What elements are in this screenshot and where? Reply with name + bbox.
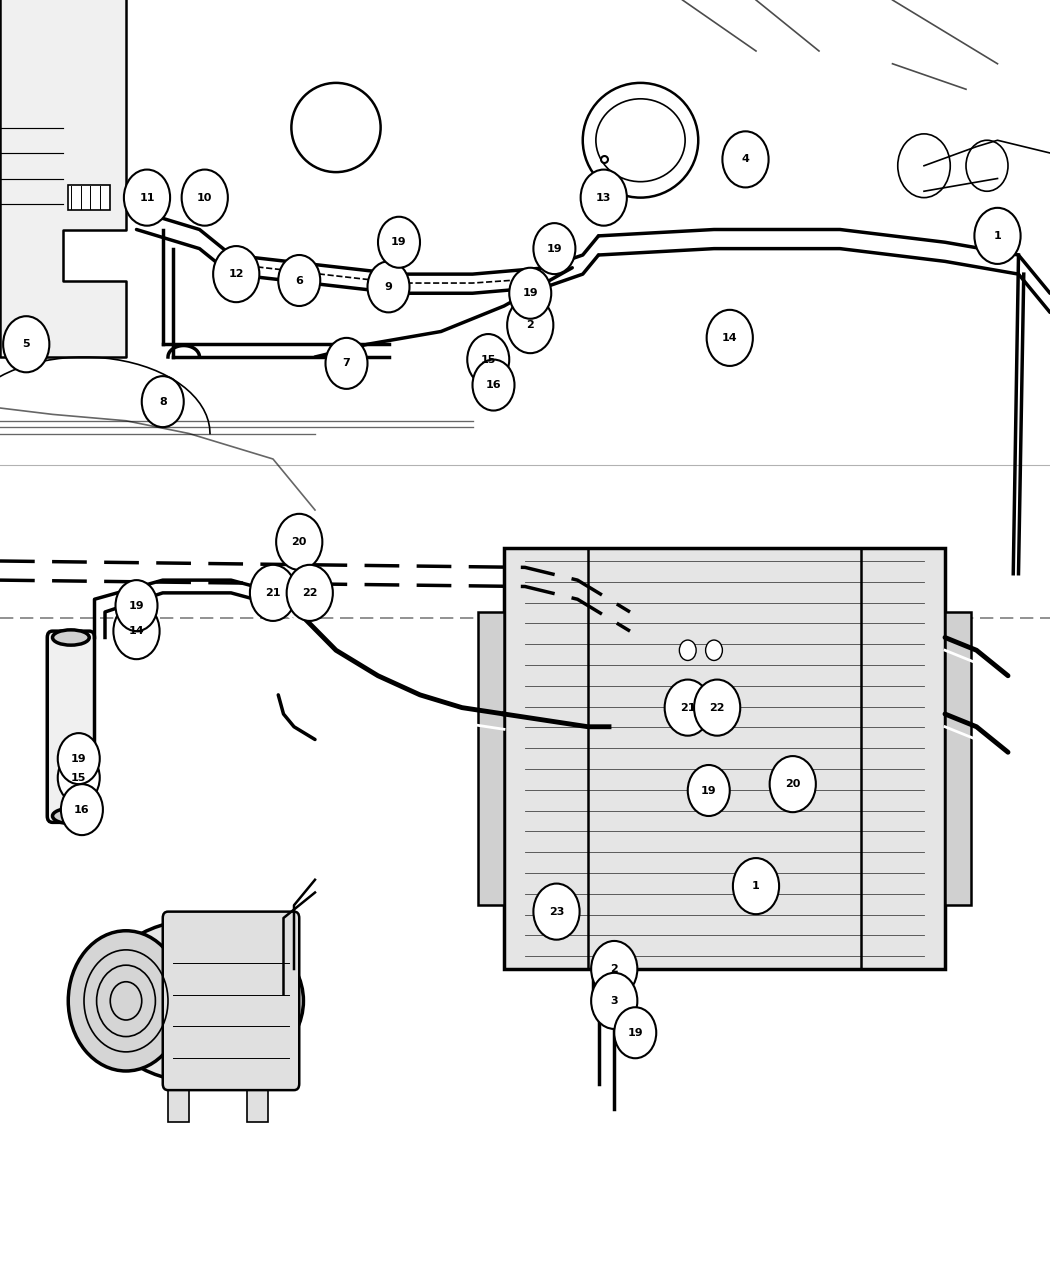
Circle shape xyxy=(706,691,722,711)
Circle shape xyxy=(770,756,816,812)
Circle shape xyxy=(507,297,553,353)
Circle shape xyxy=(591,973,637,1029)
Bar xyxy=(504,548,945,969)
Text: 21: 21 xyxy=(266,588,280,598)
Circle shape xyxy=(614,1007,656,1058)
Circle shape xyxy=(61,784,103,835)
Text: 4: 4 xyxy=(741,154,750,164)
Text: 6: 6 xyxy=(295,275,303,286)
Text: 19: 19 xyxy=(129,601,144,611)
Circle shape xyxy=(974,208,1021,264)
Text: 8: 8 xyxy=(159,397,167,407)
Circle shape xyxy=(694,680,740,736)
FancyBboxPatch shape xyxy=(247,1071,268,1122)
Text: 11: 11 xyxy=(140,193,154,203)
FancyBboxPatch shape xyxy=(68,185,110,210)
Circle shape xyxy=(733,858,779,914)
Text: 22: 22 xyxy=(710,703,724,713)
Text: 19: 19 xyxy=(392,237,406,247)
Circle shape xyxy=(509,268,551,319)
Text: 15: 15 xyxy=(481,354,496,365)
Text: 7: 7 xyxy=(342,358,351,368)
Ellipse shape xyxy=(52,808,89,824)
Text: 10: 10 xyxy=(197,193,212,203)
Circle shape xyxy=(472,360,514,411)
Circle shape xyxy=(142,376,184,427)
Circle shape xyxy=(591,941,637,997)
Circle shape xyxy=(706,640,722,660)
Circle shape xyxy=(533,884,580,940)
Text: 15: 15 xyxy=(71,773,86,783)
Text: 21: 21 xyxy=(680,703,695,713)
Text: 19: 19 xyxy=(701,785,716,796)
Circle shape xyxy=(113,603,160,659)
Circle shape xyxy=(467,334,509,385)
Text: 16: 16 xyxy=(75,805,89,815)
Circle shape xyxy=(68,931,184,1071)
Circle shape xyxy=(124,170,170,226)
FancyBboxPatch shape xyxy=(47,631,94,822)
Text: 2: 2 xyxy=(610,964,618,974)
Circle shape xyxy=(368,261,410,312)
Text: 23: 23 xyxy=(549,907,564,917)
Text: 3: 3 xyxy=(610,996,618,1006)
Text: 19: 19 xyxy=(523,288,538,298)
Circle shape xyxy=(533,223,575,274)
FancyBboxPatch shape xyxy=(168,1071,189,1122)
Circle shape xyxy=(679,691,696,711)
Circle shape xyxy=(250,565,296,621)
Circle shape xyxy=(378,217,420,268)
Text: 19: 19 xyxy=(71,754,86,764)
Circle shape xyxy=(3,316,49,372)
FancyBboxPatch shape xyxy=(163,912,299,1090)
Circle shape xyxy=(707,310,753,366)
Bar xyxy=(478,612,504,905)
Circle shape xyxy=(326,338,368,389)
Text: 5: 5 xyxy=(22,339,30,349)
Text: 16: 16 xyxy=(486,380,501,390)
Text: 14: 14 xyxy=(722,333,737,343)
Ellipse shape xyxy=(96,919,303,1082)
Circle shape xyxy=(581,170,627,226)
Circle shape xyxy=(665,680,711,736)
Circle shape xyxy=(213,246,259,302)
Ellipse shape xyxy=(52,630,89,645)
Polygon shape xyxy=(0,0,126,357)
Text: 20: 20 xyxy=(785,779,800,789)
Circle shape xyxy=(287,565,333,621)
Circle shape xyxy=(116,580,158,631)
Text: 22: 22 xyxy=(302,588,317,598)
Text: 9: 9 xyxy=(384,282,393,292)
Circle shape xyxy=(182,170,228,226)
Text: 14: 14 xyxy=(129,626,144,636)
Circle shape xyxy=(276,514,322,570)
Circle shape xyxy=(722,131,769,187)
Circle shape xyxy=(679,640,696,660)
Text: 1: 1 xyxy=(993,231,1002,241)
Circle shape xyxy=(58,733,100,784)
Bar xyxy=(945,612,971,905)
Text: 12: 12 xyxy=(229,269,244,279)
Circle shape xyxy=(58,752,100,803)
Text: 19: 19 xyxy=(547,244,562,254)
Text: 1: 1 xyxy=(752,881,760,891)
Text: 2: 2 xyxy=(526,320,534,330)
Circle shape xyxy=(278,255,320,306)
Text: 20: 20 xyxy=(292,537,307,547)
Text: 13: 13 xyxy=(596,193,611,203)
Circle shape xyxy=(688,765,730,816)
Text: 19: 19 xyxy=(628,1028,643,1038)
